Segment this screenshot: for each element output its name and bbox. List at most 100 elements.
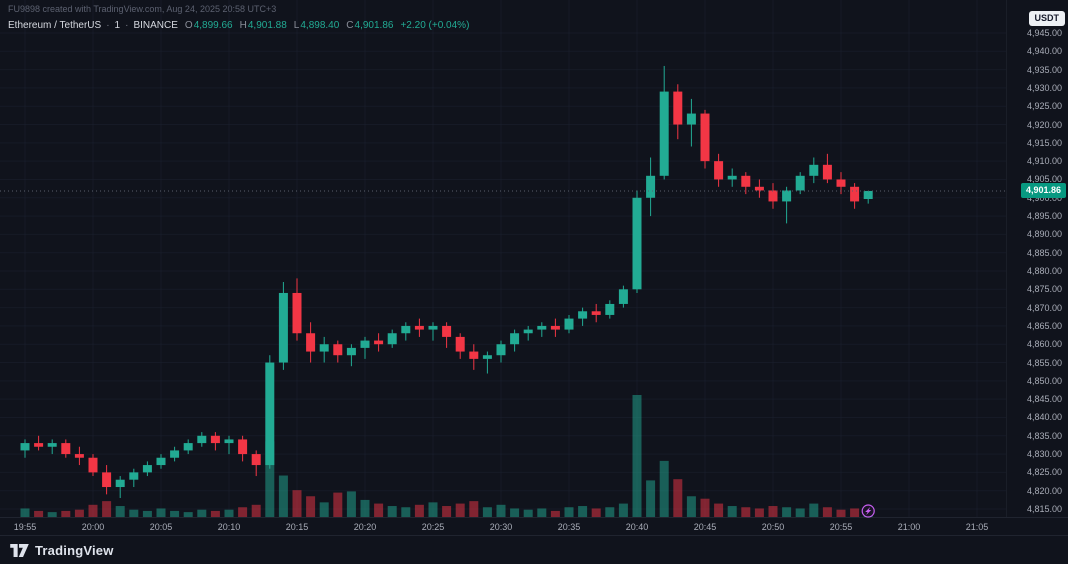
volume-bar: [278, 475, 288, 517]
candle-body: [401, 325, 411, 334]
candle-body: [319, 344, 329, 352]
volume-bar: [251, 504, 261, 517]
tradingview-logo[interactable]: TradingView: [10, 543, 114, 558]
candle-body: [115, 479, 125, 488]
candle-body: [673, 91, 683, 125]
volume-bar: [496, 504, 506, 517]
candle-body: [183, 443, 193, 451]
candle-body: [251, 454, 261, 466]
volume-bar: [102, 501, 112, 517]
price-tick-label: 4,875.00: [1026, 284, 1062, 295]
open-value: 4,899.66: [193, 20, 233, 31]
candle-body: [700, 113, 710, 162]
price-tick-label: 4,915.00: [1026, 137, 1062, 148]
ohlc-high: H4,901.88: [240, 20, 287, 31]
candle-body: [88, 457, 98, 473]
currency-badge: USDT: [1028, 11, 1065, 26]
volume-bar: [795, 508, 805, 517]
volume-bar: [754, 508, 764, 517]
volume-bar: [61, 510, 71, 517]
symbol-legend[interactable]: Ethereum / TetherUS · 1 · BINANCE O4,899…: [8, 20, 469, 31]
price-tick-label: 4,910.00: [1026, 156, 1062, 167]
price-tick-label: 4,855.00: [1026, 357, 1062, 368]
volume-bar: [360, 499, 370, 517]
symbol-name[interactable]: Ethereum / TetherUS: [8, 20, 102, 31]
candle-body: [754, 186, 764, 191]
time-tick-label: 21:00: [897, 522, 921, 532]
volume-bar: [686, 496, 696, 517]
price-tick-label: 4,860.00: [1026, 339, 1062, 350]
candle-body: [659, 91, 669, 176]
candle-body: [455, 336, 465, 352]
candle-body: [210, 435, 220, 444]
volume-bar: [850, 508, 860, 517]
volume-bar: [578, 506, 588, 517]
volume-bar: [632, 395, 642, 517]
volume-bar: [401, 507, 411, 517]
volume-bar: [673, 479, 683, 517]
candle-body: [197, 435, 207, 444]
volume-bar: [510, 508, 520, 517]
candle-body: [537, 325, 547, 330]
price-tick-label: 4,865.00: [1026, 320, 1062, 331]
volume-bar: [47, 512, 57, 517]
time-tick-label: 20:05: [149, 522, 173, 532]
lightning-bolt-glyph: [865, 507, 872, 515]
price-tick-label: 4,825.00: [1026, 467, 1062, 478]
volume-bar: [156, 508, 166, 517]
candle-body: [523, 329, 533, 334]
volume-bar: [591, 508, 601, 517]
volume-bar: [292, 490, 302, 517]
price-axis[interactable]: 4,945.00 4,940.00 4,935.00 4,930.00 4,925.00…: [1006, 0, 1068, 517]
price-tick-label: 4,885.00: [1026, 247, 1062, 258]
exchange-label[interactable]: BINANCE: [133, 20, 178, 31]
volume-bar: [618, 503, 628, 517]
volume-bar: [564, 507, 574, 517]
time-tick-label: 20:55: [829, 522, 853, 532]
close-value: 4,901.86: [354, 20, 394, 31]
volume-bar: [333, 492, 343, 517]
volume-bar: [822, 507, 832, 517]
price-tick-label: 4,835.00: [1026, 430, 1062, 441]
candle-body: [714, 161, 724, 180]
candle-body: [278, 292, 288, 363]
volume-bar: [659, 460, 669, 517]
candle-body: [863, 190, 873, 200]
candle-body: [47, 443, 57, 447]
candle-body: [346, 347, 356, 356]
price-tick-label: 4,940.00: [1026, 46, 1062, 57]
candle-body: [564, 318, 574, 330]
price-tick-label: 4,930.00: [1026, 82, 1062, 93]
ohlc-low: L4,898.40: [294, 20, 340, 31]
candle-body: [605, 303, 615, 315]
candle-body: [741, 175, 751, 187]
time-axis[interactable]: 19:55 20:00 20:05 20:10 20:15 20:20 20:25 20:30…: [0, 517, 1068, 536]
interval-label[interactable]: 1: [114, 20, 121, 31]
volume-bar: [265, 441, 275, 517]
price-tick-label: 4,850.00: [1026, 375, 1062, 386]
high-label: H: [239, 20, 247, 31]
volume-bar: [374, 503, 384, 517]
candle-body: [686, 113, 696, 125]
open-label: O: [184, 20, 193, 31]
candle-body: [170, 450, 180, 458]
time-tick-label: 20:30: [489, 522, 513, 532]
volume-bar: [482, 507, 492, 517]
volume-bar: [34, 510, 44, 517]
tradingview-logo-text: TradingView: [35, 542, 114, 558]
candle-body: [224, 439, 234, 444]
price-tick-label: 4,880.00: [1026, 266, 1062, 276]
tradingview-logo-icon: [10, 543, 29, 557]
candle-body: [360, 340, 370, 348]
close-label: C: [346, 20, 354, 31]
separator: ·: [125, 20, 129, 31]
time-tick-label: 20:25: [421, 522, 445, 532]
candle-body: [20, 443, 30, 451]
price-tick-label: 4,920.00: [1026, 119, 1062, 130]
ohlc-open: O4,899.66: [185, 20, 233, 31]
price-tick-label: 4,815.00: [1026, 504, 1062, 514]
volume-bar: [455, 503, 465, 517]
candle-body: [550, 325, 560, 330]
